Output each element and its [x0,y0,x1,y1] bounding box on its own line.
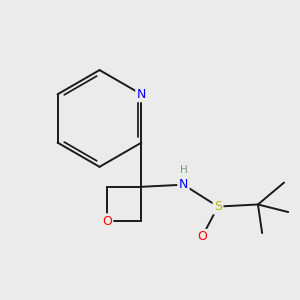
Text: O: O [197,230,207,243]
Text: H: H [180,165,188,175]
Text: O: O [102,215,112,228]
Text: N: N [137,88,146,101]
Text: S: S [214,200,222,213]
Text: N: N [179,178,188,191]
